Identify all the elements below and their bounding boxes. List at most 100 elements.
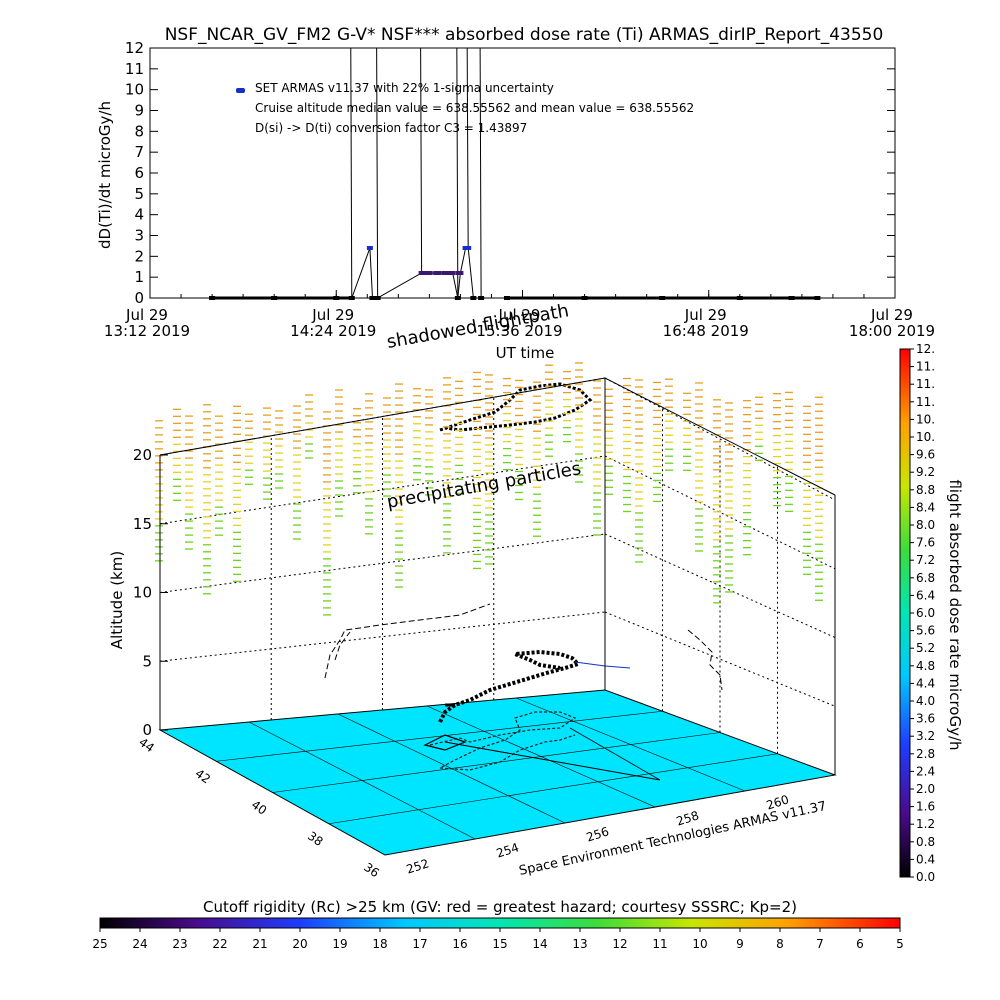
dose-spike — [456, 47, 459, 299]
top-y-tick-label: 2 — [134, 247, 144, 265]
dose-spike — [479, 47, 482, 299]
lat-tick-label: 42 — [193, 766, 214, 786]
dose-point — [581, 296, 588, 300]
wall-projections — [324, 603, 723, 691]
dose-point — [374, 296, 381, 300]
dose-point — [814, 296, 821, 300]
dose-point — [209, 296, 216, 300]
right-colorbar-tick-label: 12. — [916, 342, 935, 356]
dose-point — [659, 296, 666, 300]
right-colorbar-tick-label: 8.8 — [916, 483, 935, 497]
right-colorbar-tick-label: 9.6 — [916, 448, 935, 462]
top-x-tick-time: 16:48 2019 — [663, 322, 749, 340]
chart-title: NSF_NCAR_GV_FM2 G-V* NSF*** absorbed dos… — [165, 25, 884, 45]
dose-point — [333, 296, 340, 300]
right-colorbar-label: flight absorbed dose rate microGy/h — [946, 479, 964, 750]
dose-point — [788, 296, 795, 300]
right-colorbar-tick-label: 6.8 — [916, 571, 935, 585]
lat-tick-label: 38 — [305, 829, 326, 849]
longitude-ticks: 252 254 256 258 260 — [405, 792, 791, 876]
dose-point — [348, 296, 355, 300]
top-x-tick-time: 15:36 2019 — [476, 322, 562, 340]
lon-tick-label: 256 — [585, 824, 611, 844]
lon-tick-label: 252 — [405, 856, 431, 876]
altitude-label: Altitude (km) — [108, 551, 126, 649]
right-colorbar-tick-label: 3.6 — [916, 712, 935, 726]
right-colorbar-tick-label: 1.6 — [916, 800, 935, 814]
right-colorbar-tick-label: 5.6 — [916, 624, 935, 638]
bottom-colorbar-tick-label: 6 — [856, 937, 864, 951]
bottom-colorbar-label: Cutoff rigidity (Rc) >25 km (GV: red = g… — [203, 898, 797, 916]
top-y-tick-label: 7 — [134, 143, 144, 161]
top-x-tick-time: 14:24 2019 — [290, 322, 376, 340]
right-colorbar-tick-label: 6.4 — [916, 588, 935, 602]
bottom-colorbar: Cutoff rigidity (Rc) >25 km (GV: red = g… — [92, 898, 903, 951]
bottom-colorbar-tick-label: 24 — [132, 937, 147, 951]
bottom-colorbar-tick-label: 22 — [212, 937, 227, 951]
ground-flightpath — [423, 711, 661, 781]
right-colorbar-tick-label: 4.0 — [916, 694, 935, 708]
ground-gridline — [328, 753, 778, 825]
z-tick-label: 10 — [133, 584, 152, 602]
top-x-tick-date: Jul 29 — [870, 306, 913, 324]
dose-point — [470, 296, 477, 300]
dose-point — [446, 271, 451, 275]
dose-spike — [350, 47, 353, 299]
right-colorbar-tick-label: 2.0 — [916, 782, 935, 796]
right-colorbar-tick-label: 11. — [916, 377, 935, 391]
bottom-colorbar-tick-label: 7 — [816, 937, 824, 951]
right-colorbar-tick-label: 8.4 — [916, 500, 935, 514]
bottom-colorbar-ticks: 25 24 23 22 21 20 19 18 17 16 15 14 13 12 11 10 9 8 7 6 5 — [92, 928, 904, 951]
top-y-tick-label: 6 — [134, 164, 144, 182]
lat-tick-label: 44 — [136, 735, 157, 755]
top-x-tick-date: Jul 29 — [498, 306, 541, 324]
back-walls — [159, 377, 836, 754]
top-y-tick-label: 5 — [134, 185, 144, 203]
bottom-colorbar-tick-label: 14 — [532, 937, 547, 951]
bottom-colorbar-tick-label: 18 — [372, 937, 387, 951]
legend-conversion-factor: D(si) -> D(ti) conversion factor C3 = 1.… — [255, 121, 527, 135]
right-colorbar-tick-label: 1.2 — [916, 817, 935, 831]
top-y-tick-label: 10 — [125, 81, 144, 99]
top-y-tick-label: 11 — [125, 60, 144, 78]
bottom-colorbar-gradient — [99, 917, 901, 929]
right-colorbar-ticks: 0.0 0.4 0.8 1.2 1.6 2.0 2.4 2.8 3.2 3.6 4.0 4.4 4.8 5… — [910, 342, 935, 884]
right-colorbar-tick-label: 8.0 — [916, 518, 935, 532]
bottom-colorbar-tick-label: 10 — [692, 937, 707, 951]
top-x-tick-date: Jul 29 — [125, 306, 168, 324]
dose-series — [209, 47, 821, 300]
top-y-tick-label: 8 — [134, 122, 144, 140]
right-colorbar-tick-label: 4.4 — [916, 676, 935, 690]
right-colorbar-tick-label: 10. — [916, 412, 935, 426]
dose-point — [478, 296, 485, 300]
wall-gridline — [604, 611, 836, 707]
dose-point — [736, 296, 743, 300]
right-colorbar: 0.0 0.4 0.8 1.2 1.6 2.0 2.4 2.8 3.2 3.6 4.0 4.4 4.8 5… — [899, 342, 964, 884]
right-colorbar-tick-label: 0.4 — [916, 852, 935, 866]
top-y-tick-label: 4 — [134, 206, 144, 224]
bottom-colorbar-tick-label: 21 — [252, 937, 267, 951]
dose-point — [271, 296, 278, 300]
right-colorbar-tick-label: 2.8 — [916, 747, 935, 761]
lon-tick-label: 258 — [675, 808, 701, 828]
bottom-colorbar-tick-label: 17 — [412, 937, 427, 951]
dose-point — [369, 296, 376, 300]
bottom-colorbar-tick-label: 16 — [452, 937, 467, 951]
ground-gridline — [216, 710, 663, 762]
right-colorbar-tick-label: 11. — [916, 360, 935, 374]
dose-point — [451, 271, 456, 275]
dose-point — [366, 246, 373, 250]
dose-spike — [420, 47, 423, 274]
z-axis-ticks: 0 5 10 15 20 — [133, 446, 168, 739]
three-d-plot: 0 5 10 15 20 44 42 40 38 36 252 254 256 258 260 Alti… — [108, 300, 837, 880]
right-colorbar-tick-label: 0.0 — [916, 870, 935, 884]
dose-point — [457, 271, 464, 275]
top-y-tick-label: 3 — [134, 227, 144, 245]
bottom-colorbar-tick-label: 9 — [736, 937, 744, 951]
lon-tick-label: 254 — [495, 840, 521, 860]
top-x-label: UT time — [496, 344, 555, 362]
legend-marker — [236, 88, 245, 93]
bottom-colorbar-tick-label: 20 — [292, 937, 307, 951]
